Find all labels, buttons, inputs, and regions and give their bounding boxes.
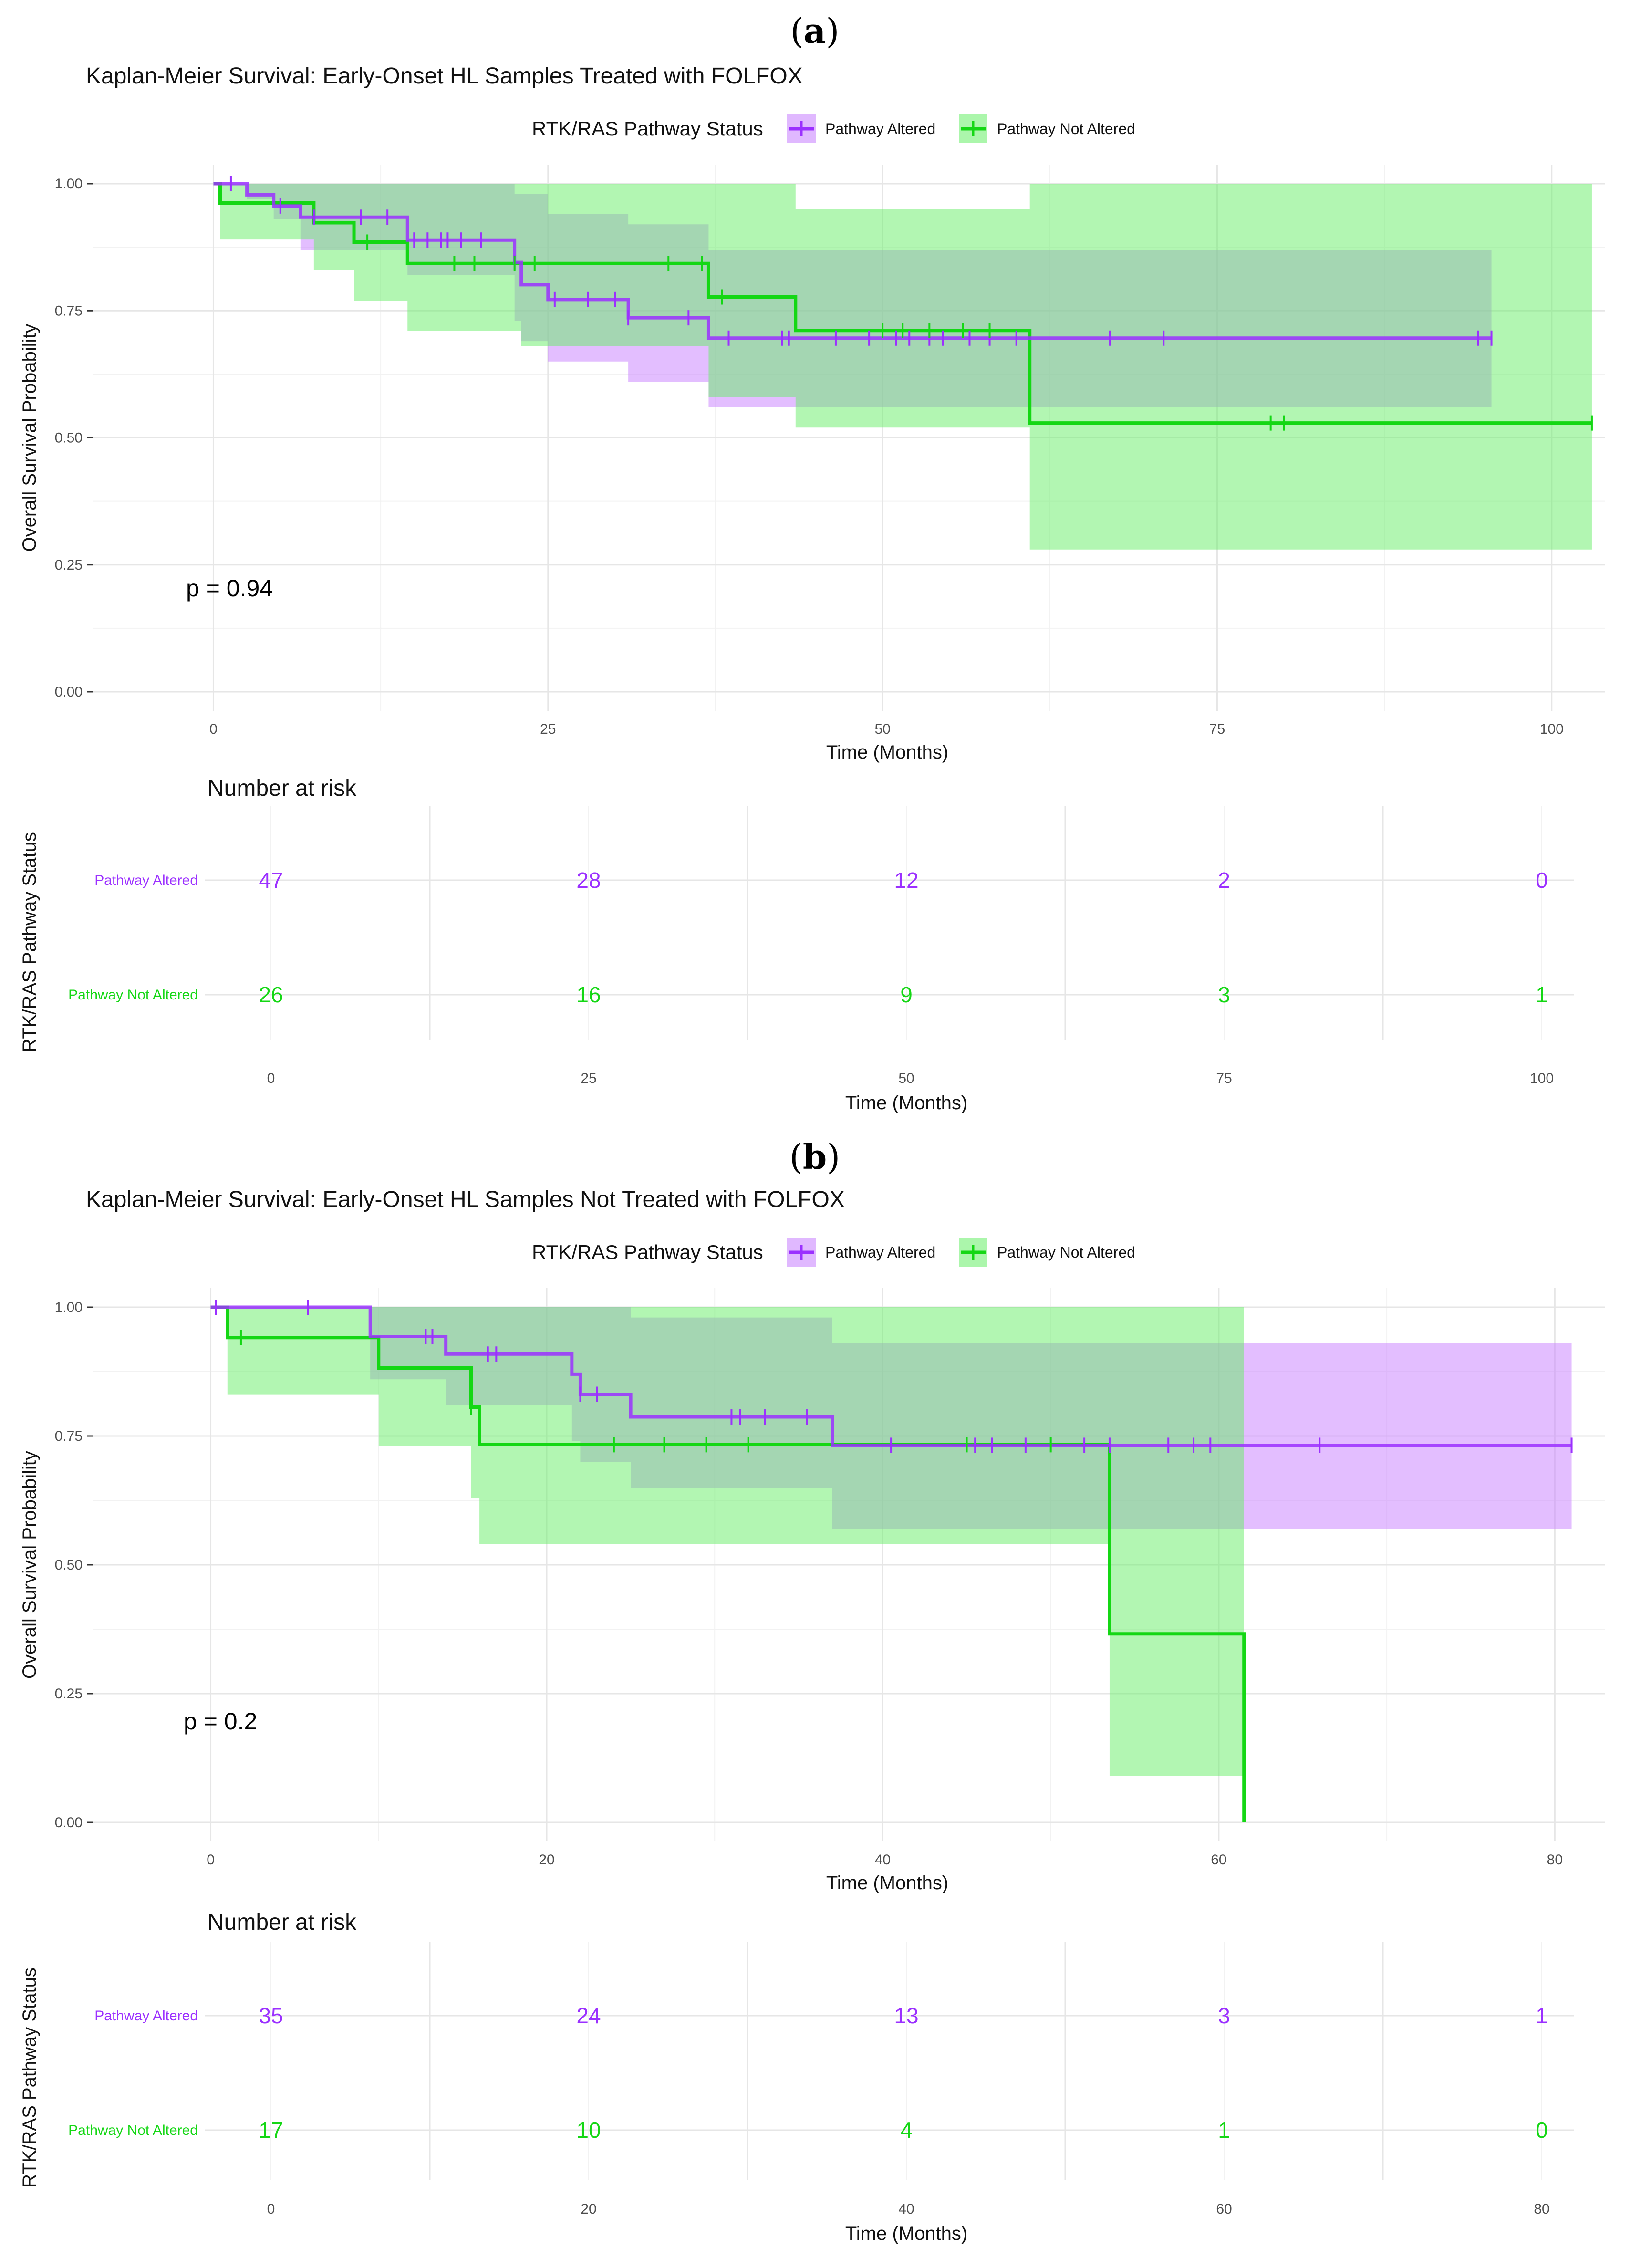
y-tick-label: 0.25 [55, 1686, 83, 1702]
km-curve-altered [210, 1305, 1572, 1447]
y-axis-title: Overall Survival Probability [19, 1451, 40, 1679]
risk-x-axis-title: Time (Months) [845, 1092, 967, 1113]
risk-value: 35 [259, 2003, 283, 2028]
risk-value: 2 [1218, 868, 1230, 893]
risk-table-title: Number at risk [208, 1910, 357, 1935]
risk-x-tick-label: 60 [1216, 2201, 1232, 2217]
risk-x-tick-label: 40 [898, 2201, 914, 2217]
risk-value: 17 [259, 2118, 283, 2143]
confidence-band-not-altered [210, 1307, 1244, 1776]
risk-row-label-not-altered: Pathway Not Altered [68, 987, 198, 1003]
y-tick-label: 0.25 [55, 557, 83, 573]
risk-y-axis-title: RTK/RAS Pathway Status [19, 832, 40, 1052]
y-tick-label: 0.50 [55, 1557, 83, 1573]
risk-value: 3 [1218, 982, 1230, 1007]
risk-value: 0 [1536, 868, 1548, 893]
y-axis-title: Overall Survival Probability [19, 324, 40, 552]
p-value: p = 0.2 [184, 1708, 257, 1735]
risk-row-label-altered: Pathway Altered [94, 873, 198, 888]
panel-b: (b) Kaplan-Meier Survival: Early-Onset HL… [19, 1136, 1605, 2244]
risk-value: 28 [576, 868, 601, 893]
x-axis-title: Time (Months) [826, 1873, 948, 1893]
risk-value: 10 [576, 2118, 601, 2143]
risk-value: 1 [1536, 2003, 1548, 2028]
chart-title: Kaplan-Meier Survival: Early-Onset HL Sa… [86, 1187, 845, 1212]
legend: RTK/RAS Pathway Status Pathway Altered Pat… [532, 114, 1135, 143]
x-tick-label: 75 [1209, 721, 1225, 737]
x-axis-title: Time (Months) [826, 742, 948, 763]
risk-x-tick-label: 50 [898, 1071, 914, 1086]
legend-label-altered: Pathway Altered [825, 120, 935, 137]
risk-x-tick-label: 100 [1530, 1071, 1554, 1086]
risk-value: 12 [894, 868, 918, 893]
panel-a: (a) Kaplan-Meier Survival: Early-Onset HL… [19, 10, 1605, 1113]
risk-value: 13 [894, 2003, 918, 2028]
x-tick-label: 25 [540, 721, 556, 737]
confidence-band-not-altered [213, 184, 1592, 550]
y-tick-label: 1.00 [55, 1300, 83, 1315]
y-tick-label: 1.00 [55, 176, 83, 192]
risk-value: 16 [576, 982, 601, 1007]
x-tick-label: 20 [539, 1852, 554, 1868]
legend-label-altered: Pathway Altered [825, 1244, 935, 1261]
risk-value: 24 [576, 2003, 601, 2028]
risk-x-tick-label: 20 [581, 2201, 596, 2217]
risk-value: 0 [1536, 2118, 1548, 2143]
x-tick-label: 0 [207, 1852, 215, 1868]
risk-x-tick-label: 0 [267, 2201, 275, 2217]
legend-label-not-altered: Pathway Not Altered [997, 1244, 1135, 1261]
risk-x-tick-label: 25 [581, 1071, 596, 1086]
x-tick-label: 80 [1547, 1852, 1563, 1868]
risk-row-label-altered: Pathway Altered [94, 2008, 198, 2024]
risk-value: 9 [900, 982, 913, 1007]
risk-value: 4 [900, 2118, 913, 2143]
risk-table-title: Number at risk [208, 776, 357, 801]
risk-x-tick-label: 75 [1216, 1071, 1232, 1086]
risk-row-label-not-altered: Pathway Not Altered [68, 2122, 198, 2138]
risk-value: 26 [259, 982, 283, 1007]
panel-label: (b) [789, 1136, 841, 1177]
y-tick-label: 0.75 [55, 303, 83, 319]
risk-value: 47 [259, 868, 283, 893]
risk-table: Number at risk Pathway Altered 47 28 12 2 0 Pat… [19, 776, 1574, 1113]
x-tick-label: 60 [1211, 1852, 1226, 1868]
chart-title: Kaplan-Meier Survival: Early-Onset HL Sa… [86, 63, 803, 89]
y-tick-label: 0.00 [55, 684, 83, 700]
risk-table: Number at risk Pathway Altered 35 24 13 3 1 Pat… [19, 1910, 1574, 2244]
x-tick-label: 100 [1540, 721, 1564, 737]
legend-label-not-altered: Pathway Not Altered [997, 120, 1135, 137]
risk-x-tick-label: 0 [267, 1071, 275, 1086]
y-tick-label: 0.75 [55, 1428, 83, 1444]
y-tick-label: 0.00 [55, 1815, 83, 1831]
risk-y-axis-title: RTK/RAS Pathway Status [19, 1967, 40, 2188]
risk-value: 1 [1536, 982, 1548, 1007]
x-tick-label: 40 [875, 1852, 891, 1868]
risk-value: 1 [1218, 2118, 1230, 2143]
legend: RTK/RAS Pathway Status Pathway Altered Pat… [532, 1238, 1135, 1267]
x-tick-label: 50 [874, 721, 890, 737]
x-tick-label: 0 [209, 721, 218, 737]
risk-x-axis-title: Time (Months) [845, 2223, 967, 2244]
legend-title: RTK/RAS Pathway Status [532, 1241, 763, 1263]
legend-title: RTK/RAS Pathway Status [532, 117, 763, 140]
km-curve-not-altered [213, 182, 1592, 425]
p-value: p = 0.94 [186, 575, 273, 602]
y-tick-label: 0.50 [55, 430, 83, 446]
panel-label: (a) [790, 10, 840, 51]
risk-value: 3 [1218, 2003, 1230, 2028]
risk-x-tick-label: 80 [1534, 2201, 1549, 2217]
